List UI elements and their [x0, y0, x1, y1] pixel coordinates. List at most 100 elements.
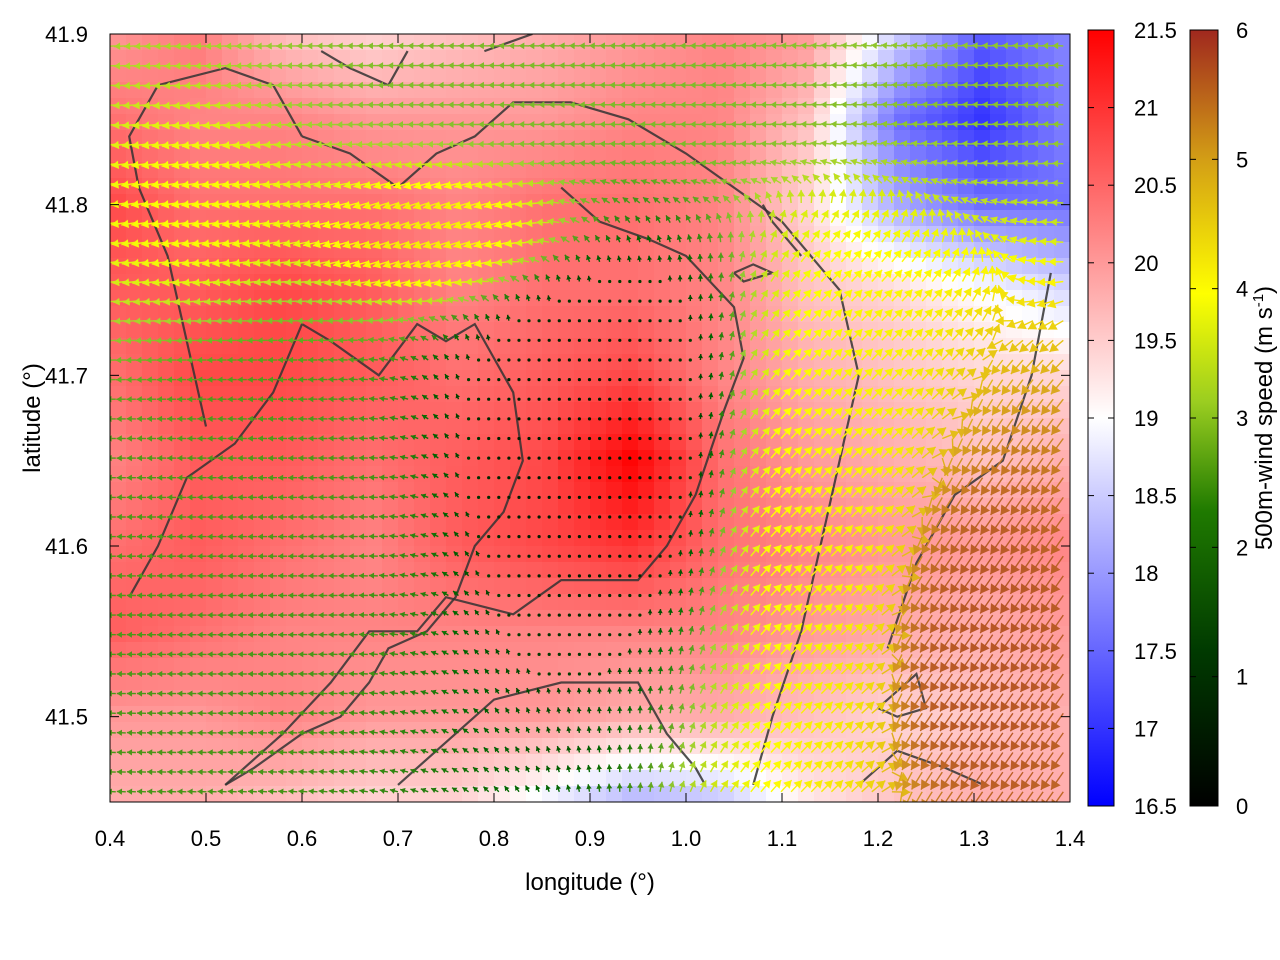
heat-cell	[798, 66, 815, 83]
heat-cell	[254, 498, 271, 515]
heat-cell	[430, 482, 447, 499]
heat-cell	[190, 226, 207, 243]
heat-cell	[574, 434, 591, 451]
heat-cell	[670, 786, 687, 802]
heat-cell	[654, 482, 671, 499]
heat-cell	[1006, 178, 1023, 195]
heat-cell	[350, 114, 367, 131]
heat-cell	[206, 418, 223, 435]
heat-cell	[334, 82, 351, 99]
heat-cell	[382, 706, 399, 723]
heat-cell	[430, 370, 447, 387]
heat-cell	[686, 338, 703, 355]
wind-arrow	[537, 652, 541, 657]
heat-cell	[670, 434, 687, 451]
heat-cell	[286, 50, 303, 67]
heat-cell	[238, 258, 255, 275]
wind-arrow-head	[110, 670, 112, 677]
heat-cell	[110, 642, 127, 659]
heat-cell	[590, 354, 607, 371]
heat-cell	[766, 194, 783, 211]
heat-cell	[750, 66, 767, 83]
heat-cell	[974, 226, 991, 243]
heat-cell	[254, 146, 271, 163]
heat-cell	[958, 130, 975, 147]
heat-cell	[670, 322, 687, 339]
heat-cell	[910, 162, 927, 179]
heat-cell	[654, 514, 671, 531]
heat-cell	[270, 162, 287, 179]
heat-cell	[846, 146, 863, 163]
heat-cell	[1054, 306, 1070, 323]
heat-cell	[494, 418, 511, 435]
heat-cell	[526, 402, 543, 419]
heat-cell	[606, 402, 623, 419]
heat-cell	[686, 594, 703, 611]
heat-cell	[670, 450, 687, 467]
heat-cell	[206, 146, 223, 163]
wind-arrow	[527, 652, 531, 657]
heat-cell	[462, 338, 479, 355]
heat-cell	[734, 210, 751, 227]
heat-cell	[1022, 34, 1039, 51]
heat-cell	[542, 690, 559, 707]
heat-cell	[862, 66, 879, 83]
heat-cell	[686, 242, 703, 259]
heat-cell	[334, 402, 351, 419]
heat-cell	[670, 658, 687, 675]
heat-cell	[574, 162, 591, 179]
heat-cell	[542, 434, 559, 451]
heat-cell	[606, 290, 623, 307]
heat-cell	[222, 546, 239, 563]
heat-cell	[382, 114, 399, 131]
heat-cell	[718, 146, 735, 163]
heat-cell	[798, 274, 815, 291]
heat-cell	[910, 274, 927, 291]
wind-arrow-head	[110, 768, 112, 776]
heat-cell	[526, 194, 543, 211]
heat-cell	[382, 610, 399, 627]
heat-cell	[574, 498, 591, 515]
heat-cell	[574, 418, 591, 435]
heat-cell	[398, 226, 415, 243]
heat-cell	[574, 402, 591, 419]
heat-cell	[222, 322, 239, 339]
heat-cell	[622, 546, 639, 563]
heat-cell	[414, 642, 431, 659]
heat-cell	[574, 482, 591, 499]
heat-cell	[478, 738, 495, 755]
heat-cell	[494, 66, 511, 83]
heat-cell	[462, 82, 479, 99]
heat-cell	[446, 130, 463, 147]
heat-cell	[590, 530, 607, 547]
heat-cell	[270, 146, 287, 163]
heat-cell	[462, 50, 479, 67]
heat-cell	[830, 706, 847, 723]
heat-cell	[926, 194, 943, 211]
heat-cell	[142, 610, 159, 627]
heat-cell	[158, 50, 175, 67]
heat-cell	[734, 162, 751, 179]
heat-cell	[382, 434, 399, 451]
heat-cell	[670, 418, 687, 435]
heat-cell	[478, 50, 495, 67]
heat-cell	[654, 34, 671, 51]
heat-cell	[478, 498, 495, 515]
heat-cell	[222, 66, 239, 83]
heat-cell	[622, 162, 639, 179]
heat-cell	[702, 610, 719, 627]
heat-cell	[334, 722, 351, 739]
heat-cell	[478, 482, 495, 499]
heat-cell	[478, 514, 495, 531]
heat-cell	[302, 466, 319, 483]
heat-cell	[942, 146, 959, 163]
heat-cell	[654, 690, 671, 707]
heat-cell	[110, 610, 127, 627]
heat-cell	[830, 50, 847, 67]
heat-cell	[750, 146, 767, 163]
heat-cell	[382, 418, 399, 435]
heat-cell	[318, 258, 335, 275]
heat-cell	[270, 786, 287, 802]
heat-cell	[270, 50, 287, 67]
heat-cell	[382, 754, 399, 771]
